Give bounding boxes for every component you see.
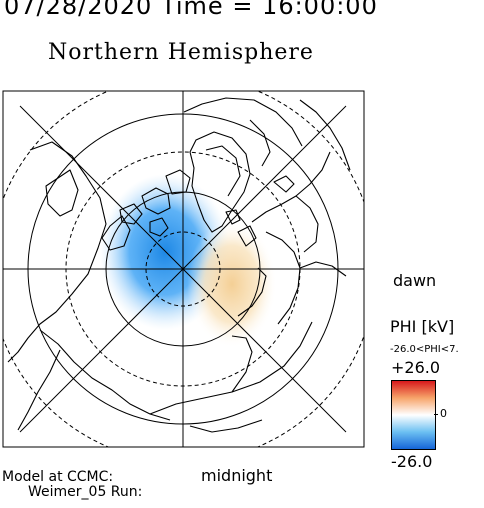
positive-potential-cell bbox=[187, 220, 277, 348]
colorbar-range-label: -26.0<PHI<7. bbox=[390, 344, 459, 355]
colorbar bbox=[391, 380, 436, 450]
model-credit-line2: Weimer_05 Run: bbox=[28, 484, 143, 500]
meridian-lines bbox=[3, 91, 364, 447]
colorbar-max-label: +26.0 bbox=[391, 358, 441, 377]
colorbar-zero-tick bbox=[434, 414, 438, 415]
polar-potential-map bbox=[2, 90, 365, 448]
dawn-label: dawn bbox=[393, 271, 437, 290]
datetime-label: 07/28/2020 Time = 16:00:00 bbox=[4, 0, 378, 20]
midnight-label: midnight bbox=[201, 466, 273, 485]
colorbar-mid-label: 0 bbox=[440, 407, 447, 420]
colorbar-quantity-label: PHI [kV] bbox=[390, 317, 455, 336]
colorbar-min-label: -26.0 bbox=[391, 452, 433, 471]
map-frame bbox=[2, 90, 365, 448]
coastlines bbox=[7, 97, 351, 433]
model-credit-line1: Model at CCMC: bbox=[2, 469, 114, 485]
plot-title: Northern Hemisphere bbox=[48, 40, 314, 65]
